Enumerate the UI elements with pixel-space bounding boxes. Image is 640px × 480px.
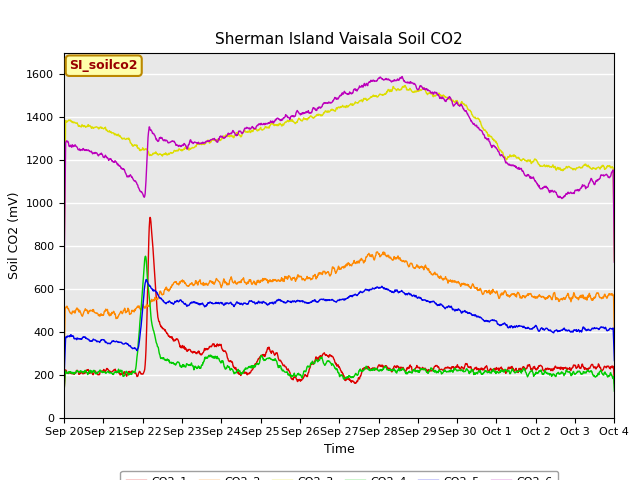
CO2_5: [180, 300, 188, 306]
CO2_5: [143, 276, 150, 282]
CO2_2: [383, 254, 391, 260]
Line: CO2_4: CO2_4: [64, 256, 614, 394]
CO2_6: [383, 77, 390, 83]
CO2_5: [383, 286, 391, 292]
CO2_3: [60, 266, 68, 272]
CO2_6: [611, 259, 618, 265]
CO2_6: [398, 73, 406, 79]
CO2_5: [244, 300, 252, 306]
CO2_4: [244, 364, 252, 370]
CO2_4: [553, 371, 561, 376]
CO2_4: [141, 253, 149, 259]
Y-axis label: Soil CO2 (mV): Soil CO2 (mV): [8, 192, 20, 279]
CO2_5: [553, 327, 561, 333]
Line: CO2_2: CO2_2: [64, 252, 614, 364]
Line: CO2_1: CO2_1: [64, 217, 614, 394]
CO2_4: [611, 388, 618, 394]
CO2_3: [611, 258, 618, 264]
CO2_5: [470, 312, 477, 318]
CO2_2: [244, 280, 252, 286]
CO2_3: [401, 83, 409, 88]
CO2_1: [470, 368, 477, 373]
CO2_1: [553, 365, 561, 371]
CO2_2: [470, 282, 477, 288]
CO2_3: [383, 90, 390, 96]
CO2_6: [244, 125, 252, 131]
CO2_1: [146, 215, 154, 220]
CO2_6: [553, 192, 561, 198]
CO2_2: [553, 295, 561, 301]
Line: CO2_3: CO2_3: [64, 85, 614, 269]
Title: Sherman Island Vaisala Soil CO2: Sherman Island Vaisala Soil CO2: [216, 33, 463, 48]
CO2_6: [179, 143, 187, 148]
CO2_3: [244, 129, 252, 135]
CO2_1: [611, 380, 618, 386]
CO2_4: [383, 367, 391, 372]
Line: CO2_5: CO2_5: [64, 279, 614, 379]
Text: SI_soilco2: SI_soilco2: [70, 59, 138, 72]
CO2_5: [60, 376, 68, 382]
Line: CO2_6: CO2_6: [64, 76, 614, 282]
CO2_1: [244, 371, 252, 377]
CO2_1: [383, 364, 391, 370]
CO2_1: [411, 368, 419, 373]
CO2_1: [180, 344, 188, 349]
CO2_5: [611, 358, 618, 363]
CO2_3: [179, 147, 187, 153]
CO2_1: [60, 391, 68, 396]
CO2_5: [411, 293, 419, 299]
CO2_4: [180, 362, 188, 368]
CO2_4: [411, 366, 419, 372]
X-axis label: Time: Time: [324, 443, 355, 456]
CO2_2: [374, 249, 381, 255]
CO2_6: [470, 121, 477, 127]
CO2_4: [60, 391, 68, 397]
CO2_3: [411, 88, 419, 94]
Legend: CO2_1, CO2_2, CO2_3, CO2_4, CO2_5, CO2_6: CO2_1, CO2_2, CO2_3, CO2_4, CO2_5, CO2_6: [120, 470, 558, 480]
CO2_2: [611, 334, 618, 340]
CO2_2: [179, 278, 187, 284]
CO2_2: [60, 361, 68, 367]
CO2_3: [553, 166, 561, 172]
CO2_6: [60, 279, 68, 285]
CO2_6: [411, 81, 419, 87]
CO2_2: [411, 265, 419, 271]
CO2_4: [470, 369, 477, 375]
CO2_3: [470, 114, 477, 120]
